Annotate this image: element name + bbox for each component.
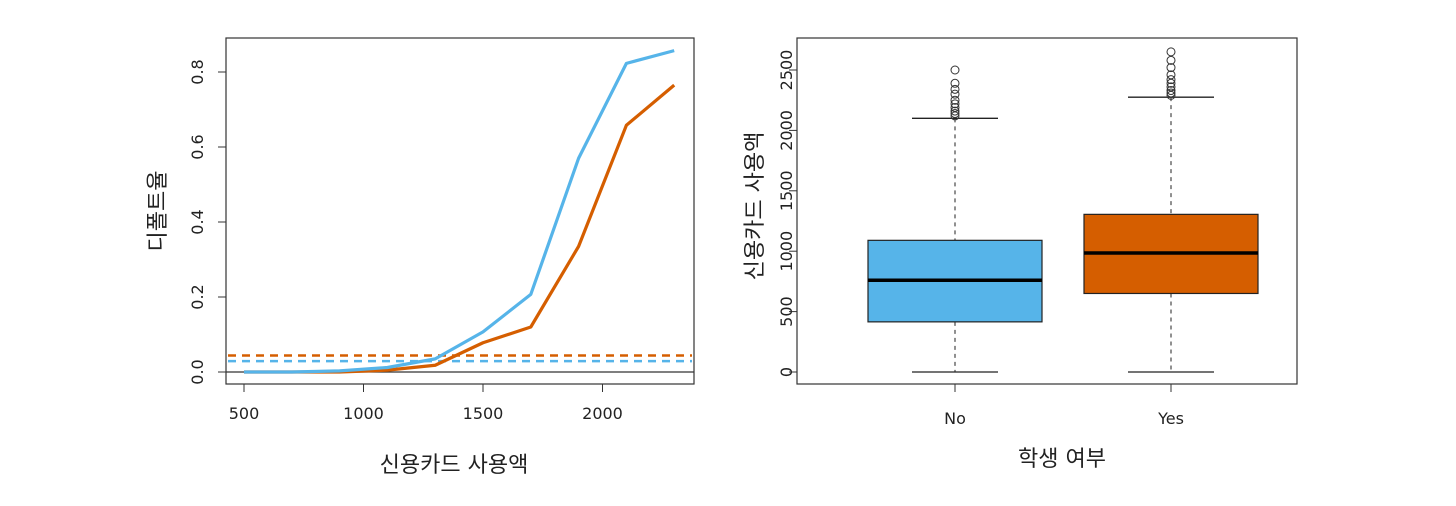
outlier-point — [1166, 82, 1176, 92]
outlier-point — [1166, 47, 1176, 57]
plot-frame — [225, 37, 695, 385]
x-axis-label: 학생 여부 — [1018, 447, 1106, 472]
x-tick-label: 1000 — [343, 404, 384, 423]
y-axis-label: 신용카드 사용액 — [743, 132, 768, 281]
outlier-point — [1166, 75, 1176, 85]
boxplot-balance-by-student: 학생 여부 신용카드 사용액 0 500 1000 1500 2000 2500 No Yes — [743, 37, 1298, 472]
y-tick-label: 0.2 — [188, 284, 207, 309]
x-tick-label: 2000 — [582, 404, 623, 423]
outlier-point — [950, 78, 960, 88]
outlier-point — [950, 84, 960, 94]
y-tick-label: 2500 — [777, 50, 796, 91]
outlier-point — [1166, 70, 1176, 80]
outlier-point — [950, 89, 960, 99]
y-axis-label: 디폴트율 — [146, 171, 171, 252]
y-tick-label: 1500 — [777, 170, 796, 211]
x-tick-label: 1500 — [463, 404, 504, 423]
series-line — [244, 83, 676, 374]
outlier-point — [950, 102, 960, 112]
outlier-point — [1166, 88, 1176, 98]
y-tick-label: 500 — [777, 296, 796, 327]
y-tick-label: 1000 — [777, 231, 796, 272]
y-tick-label: 0.0 — [188, 359, 207, 384]
plot-frame — [796, 37, 1298, 385]
series-line — [244, 49, 675, 374]
y-tick-label: 0.4 — [188, 209, 207, 234]
x-tick-label: No — [944, 409, 966, 428]
outlier-point — [950, 95, 960, 105]
y-tick-label: 2000 — [777, 110, 796, 151]
outlier-point — [950, 65, 960, 75]
outlier-point — [950, 106, 960, 116]
x-tick-label: 500 — [229, 404, 260, 423]
outlier-point — [1166, 86, 1176, 96]
x-axis-label: 신용카드 사용액 — [380, 453, 529, 478]
y-tick-label: 0.8 — [188, 59, 207, 84]
x-tick-label: Yes — [1157, 409, 1184, 428]
y-tick-label: 0 — [777, 367, 796, 377]
y-tick-label: 0.6 — [188, 134, 207, 159]
line-chart-default-rate: 신용카드 사용액 디폴트율 500 1000 1500 2000 0.0 0.2 0.4 0.… — [146, 37, 695, 478]
outlier-point — [950, 99, 960, 109]
outlier-point — [1166, 63, 1176, 73]
outlier-point — [950, 108, 960, 118]
